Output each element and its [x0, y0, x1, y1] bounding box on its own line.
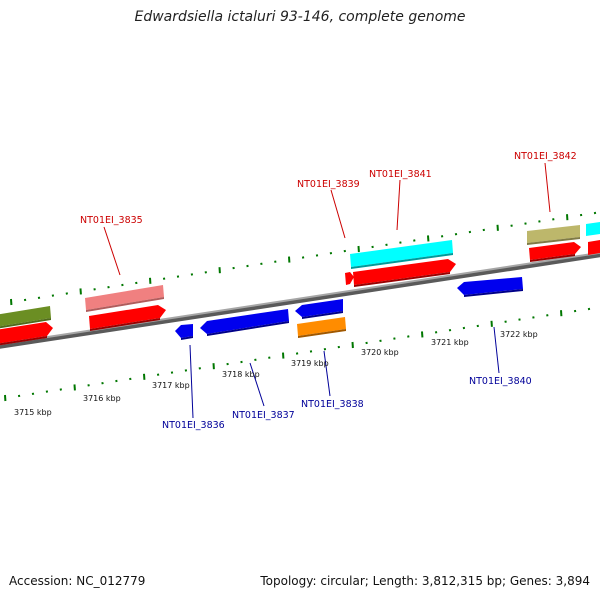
feature-cyan-edge[interactable] [586, 222, 600, 236]
gene-label-3841[interactable]: NT01EI_3841 [369, 169, 432, 180]
cds-reverse-3836-shade [181, 336, 193, 340]
feature-orange-3838[interactable] [297, 317, 346, 336]
reverse-tick-row [4, 307, 591, 402]
gene-label-3840[interactable]: NT01EI_3840 [469, 376, 532, 387]
feature-pink[interactable] [85, 285, 164, 310]
gene-label-3836[interactable]: NT01EI_3836 [162, 420, 225, 431]
cds-forward-left-shade [0, 336, 47, 346]
cds-reverse-3838[interactable] [295, 299, 343, 317]
cds-forward-3835[interactable] [89, 305, 166, 329]
gene-label-3835[interactable]: NT01EI_3835 [80, 215, 143, 226]
cds-forward-3842-shade [530, 254, 575, 262]
leader-3836 [189, 344, 194, 419]
leader-3839 [330, 189, 346, 239]
feature-khaki-shade [527, 237, 580, 245]
scale-label-3722: 3722 kbp [500, 330, 538, 339]
page-title: Edwardsiella ictaluri 93-146, complete g… [134, 9, 466, 25]
leader-3841 [396, 179, 401, 231]
leader-3840 [493, 326, 500, 374]
cds-forward-3841[interactable] [353, 259, 456, 285]
cds-forward-left[interactable] [0, 322, 53, 344]
gene-label-3837[interactable]: NT01EI_3837 [232, 410, 295, 421]
leader-3837 [249, 362, 265, 407]
scale-label-3718: 3718 kbp [222, 370, 260, 379]
feature-olive-shade [0, 318, 51, 329]
gene-label-3838[interactable]: NT01EI_3838 [301, 399, 364, 410]
accession-footer: Accession: NC_012779 [9, 574, 146, 588]
feature-orange-shade [298, 329, 346, 338]
cds-forward-3841-shade [354, 272, 450, 287]
cds-forward-3842[interactable] [529, 242, 581, 260]
genome-stats-footer: Topology: circular; Length: 3,812,315 bp… [260, 574, 590, 588]
cds-reverse-3838-shade [302, 311, 343, 319]
feature-olive[interactable] [0, 306, 51, 327]
gene-label-3842[interactable]: NT01EI_3842 [514, 151, 577, 162]
scale-label-3720: 3720 kbp [361, 348, 399, 357]
cds-forward-3835-shade [90, 318, 160, 331]
genome-backbone-shadow [0, 252, 600, 349]
cds-reverse-3836[interactable] [175, 324, 193, 338]
cds-forward-3839[interactable] [345, 272, 354, 285]
cds-reverse-3837[interactable] [200, 309, 289, 334]
gene-label-3839[interactable]: NT01EI_3839 [297, 179, 360, 190]
cds-reverse-3840[interactable] [457, 277, 523, 295]
leader-3838 [323, 350, 331, 397]
scale-label-3719: 3719 kbp [291, 359, 329, 368]
scale-label-3715: 3715 kbp [14, 408, 52, 417]
cds-forward-edge[interactable] [588, 240, 600, 255]
scale-label-3717: 3717 kbp [152, 381, 190, 390]
scale-label-3721: 3721 kbp [431, 338, 469, 347]
feature-pink-shade [86, 297, 164, 312]
scale-label-3716: 3716 kbp [83, 394, 121, 403]
feature-cyan-3841[interactable] [350, 240, 453, 267]
cds-reverse-3837-shade [207, 321, 289, 336]
leader-3842 [544, 162, 551, 213]
leader-3835 [103, 226, 121, 276]
forward-tick-row [10, 211, 597, 306]
cds-reverse-3840-shade [464, 289, 523, 297]
feature-cyan-shade [351, 253, 453, 269]
